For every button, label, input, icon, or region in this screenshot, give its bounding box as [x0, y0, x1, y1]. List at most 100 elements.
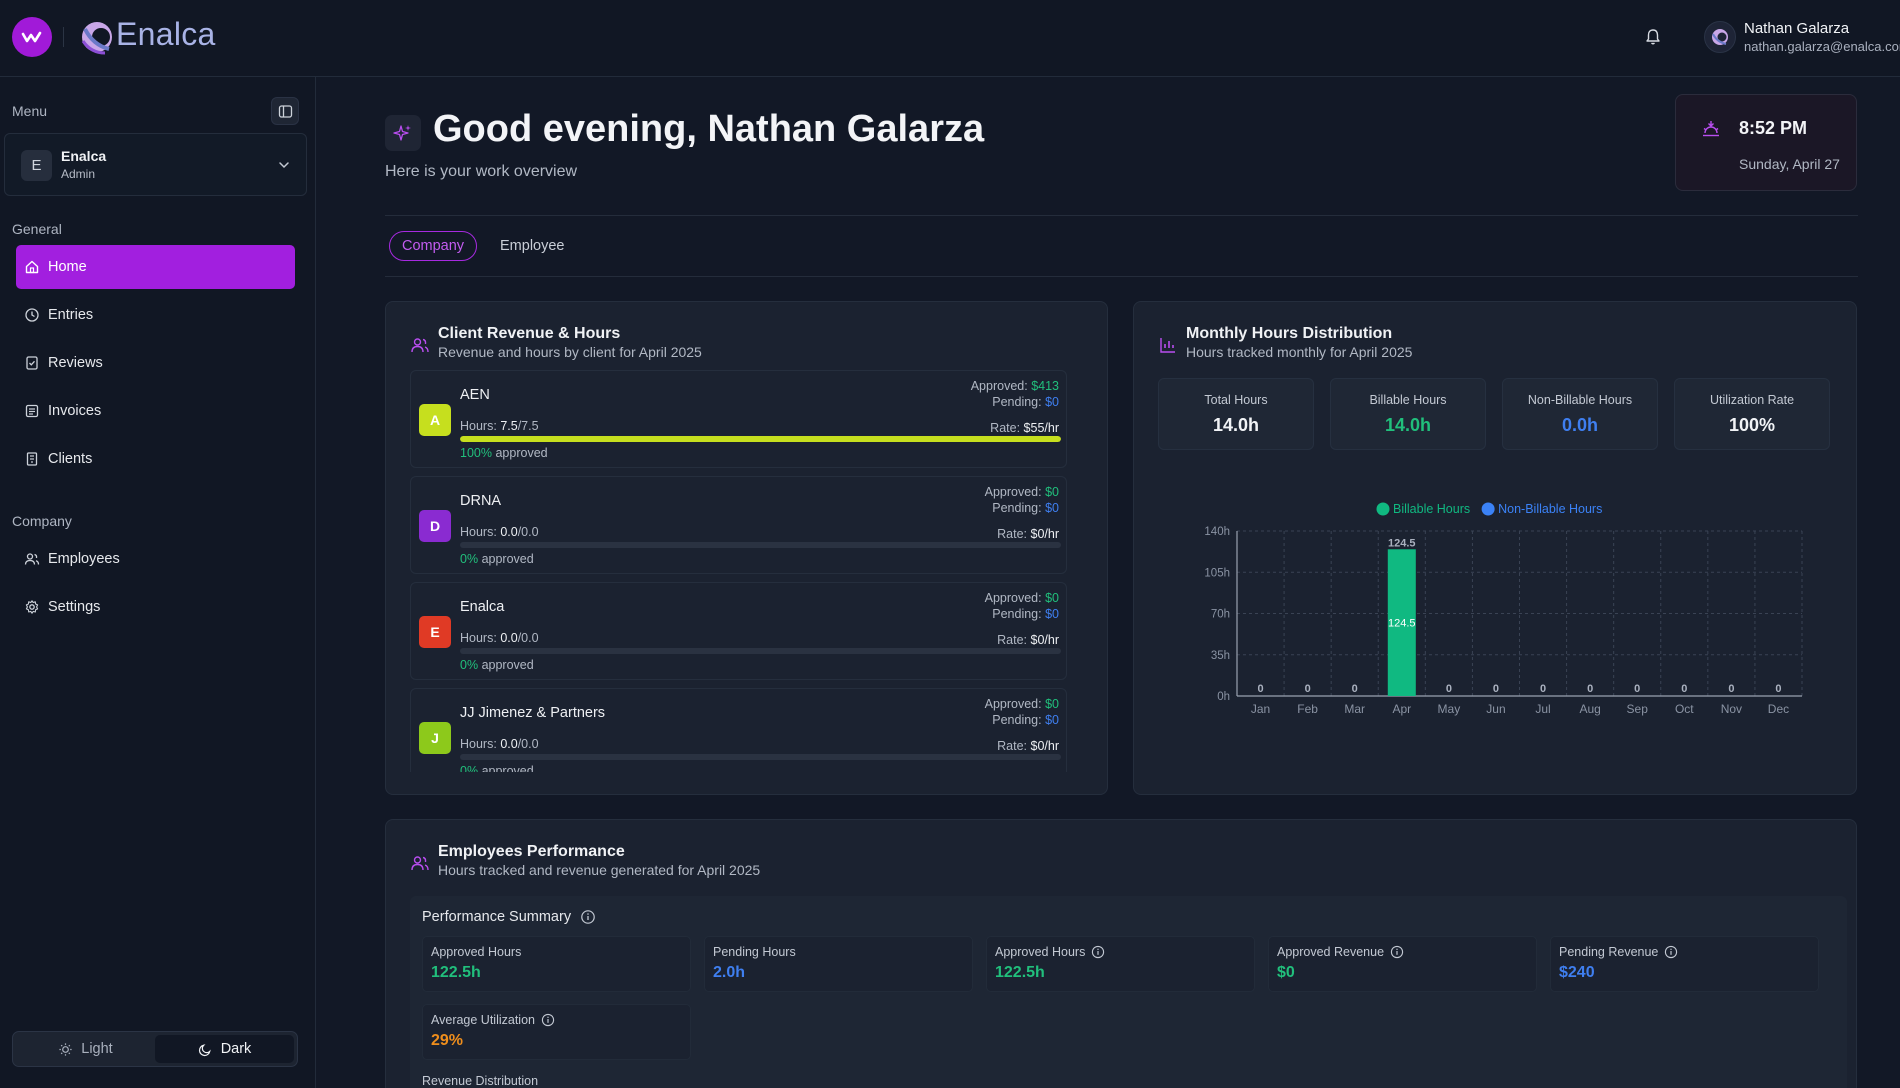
- metric-label: Approved Hours: [995, 945, 1105, 959]
- notification-bell-icon[interactable]: [1643, 27, 1663, 47]
- client-avatar: A: [419, 404, 451, 436]
- theme-dark-label: Dark: [220, 1041, 252, 1057]
- employees-performance-card: Employees Performance Hours tracked and …: [385, 819, 1857, 1088]
- legend-label[interactable]: Non-Billable Hours: [1498, 502, 1602, 516]
- metric-label: Average Utilization: [431, 1013, 555, 1027]
- page-subtitle: Here is your work overview: [385, 163, 578, 180]
- org-switcher[interactable]: E Enalca Admin: [4, 133, 307, 196]
- client-hours: Hours: 7.5/7.5: [460, 419, 539, 433]
- info-icon[interactable]: [1091, 945, 1105, 959]
- bar-apr[interactable]: [1387, 549, 1416, 696]
- client-rate: Rate: $0/hr: [997, 633, 1059, 647]
- client-revenue-card: Client Revenue & Hours Revenue and hours…: [385, 301, 1108, 795]
- sidebar-item-label: Entries: [48, 307, 94, 323]
- client-approved-pct: 0% approved: [460, 658, 534, 672]
- client-hours: Hours: 0.0/0.0: [460, 525, 539, 539]
- x-tick-label: Jun: [1486, 702, 1505, 716]
- client-name: DRNA: [460, 493, 502, 509]
- x-tick-label: Jan: [1251, 702, 1270, 716]
- sidebar-item-invoices[interactable]: Invoices: [16, 389, 295, 433]
- brand-logo-icon: [81, 22, 112, 55]
- stat-utilization-rate: Utilization Rate 100%: [1674, 378, 1830, 450]
- user-avatar[interactable]: [1704, 21, 1736, 53]
- org-avatar: E: [21, 150, 52, 181]
- clock-time: 8:52 PM: [1739, 118, 1808, 138]
- menu-label: Menu: [12, 103, 48, 119]
- sidebar-item-clients[interactable]: Clients: [16, 437, 295, 481]
- tab-employee[interactable]: Employee: [500, 238, 565, 254]
- bar-inner-label: 124.5: [1388, 618, 1416, 630]
- clock-card: 8:52 PM Sunday, April 27: [1675, 94, 1857, 191]
- greeting-icon-box: [385, 115, 421, 151]
- metric-value: $0: [1277, 964, 1295, 981]
- receipt-icon: [25, 404, 39, 418]
- sidebar-collapse-button[interactable]: [271, 97, 299, 125]
- bar-top-label: 0: [1493, 683, 1499, 695]
- x-tick-label: May: [1438, 702, 1461, 716]
- app-logo[interactable]: [12, 17, 52, 57]
- x-tick-label: Sep: [1627, 702, 1649, 716]
- bar-top-label: 0: [1728, 683, 1734, 695]
- sidebar-item-label: Home: [48, 259, 87, 275]
- sidebar-item-employees[interactable]: Employees: [16, 537, 295, 581]
- building-icon: [26, 452, 38, 466]
- info-icon[interactable]: [1664, 945, 1678, 959]
- sidebar-item-label: Settings: [48, 599, 101, 615]
- theme-light-button[interactable]: Light: [16, 1035, 155, 1063]
- info-icon[interactable]: [541, 1013, 555, 1027]
- client-row-aen[interactable]: A AEN Approved: $413 Pending: $0 Hours: …: [410, 370, 1067, 468]
- theme-dark-button[interactable]: Dark: [155, 1035, 294, 1063]
- client-pending: Pending: $0: [992, 607, 1059, 621]
- company-section-label: Company: [12, 513, 72, 529]
- x-tick-label: Oct: [1675, 702, 1694, 716]
- card-title: Monthly Hours Distribution: [1186, 325, 1393, 342]
- bar-top-label: 0: [1634, 683, 1640, 695]
- pbox-pending-hours: Pending Hours 2.0h: [704, 936, 973, 992]
- legend-label[interactable]: Billable Hours: [1393, 502, 1470, 516]
- client-approved-pct: 100% approved: [460, 446, 548, 460]
- client-progress-bar: [460, 542, 1061, 548]
- theme-switch: Light Dark: [12, 1031, 298, 1067]
- client-name: JJ Jimenez & Partners: [460, 705, 606, 721]
- metric-label: Approved Hours: [431, 945, 522, 959]
- info-icon[interactable]: [580, 909, 596, 925]
- x-tick-label: Feb: [1297, 702, 1318, 716]
- bar-top-label: 0: [1352, 683, 1358, 695]
- sidebar-item-label: Employees: [48, 551, 120, 567]
- brand-name: Enalca: [116, 16, 216, 52]
- x-tick-label: Mar: [1344, 702, 1365, 716]
- client-row-jj-jimenez[interactable]: J JJ Jimenez & Partners Approved: $0 Pen…: [410, 688, 1067, 772]
- stat-label: Non-Billable Hours: [1527, 393, 1633, 407]
- client-rate: Rate: $55/hr: [990, 421, 1059, 435]
- client-progress-bar: [460, 436, 1061, 442]
- divider: [385, 215, 1858, 216]
- stat-label: Billable Hours: [1369, 393, 1447, 407]
- client-list[interactable]: A AEN Approved: $413 Pending: $0 Hours: …: [410, 370, 1070, 772]
- sidebar-item-settings[interactable]: Settings: [16, 585, 295, 629]
- card-subtitle: Hours tracked and revenue generated for …: [438, 862, 761, 878]
- org-name: Enalca: [61, 148, 107, 164]
- client-approved: Approved: $0: [984, 591, 1059, 605]
- sidebar-item-home[interactable]: Home: [16, 245, 295, 289]
- metric-value: 29%: [431, 1032, 464, 1049]
- card-subtitle: Hours tracked monthly for April 2025: [1186, 344, 1413, 360]
- card-title: Client Revenue & Hours: [438, 325, 621, 342]
- pbox-approved-hours: Approved Hours 122.5h: [422, 936, 691, 992]
- bar-top-label: 124.5: [1388, 537, 1416, 549]
- tab-company[interactable]: Company: [389, 231, 478, 261]
- sidebar-item-entries[interactable]: Entries: [16, 293, 295, 337]
- client-row-drna[interactable]: D DRNA Approved: $0 Pending: $0 Hours: 0…: [410, 476, 1067, 574]
- user-name[interactable]: Nathan Galarza: [1744, 20, 1850, 37]
- client-pending: Pending: $0: [992, 395, 1059, 409]
- x-tick-label: Aug: [1579, 702, 1600, 716]
- monthly-hours-chart[interactable]: Billable Hours Non-Billable Hours 0h 35h 70h…: [1134, 482, 1856, 742]
- client-row-enalca[interactable]: E Enalca Approved: $0 Pending: $0 Hours:…: [410, 582, 1067, 680]
- info-icon[interactable]: [1390, 945, 1404, 959]
- user-email: nathan.galarza@enalca.com: [1744, 39, 1900, 54]
- sidebar-item-reviews[interactable]: Reviews: [16, 341, 295, 385]
- client-hours: Hours: 0.0/0.0: [460, 737, 539, 751]
- pbox-approved-hours-2: Approved Hours 122.5h: [986, 936, 1255, 992]
- x-tick-label: Dec: [1768, 702, 1789, 716]
- bar-top-label: 0: [1587, 683, 1593, 695]
- sidebar-item-label: Invoices: [48, 403, 102, 419]
